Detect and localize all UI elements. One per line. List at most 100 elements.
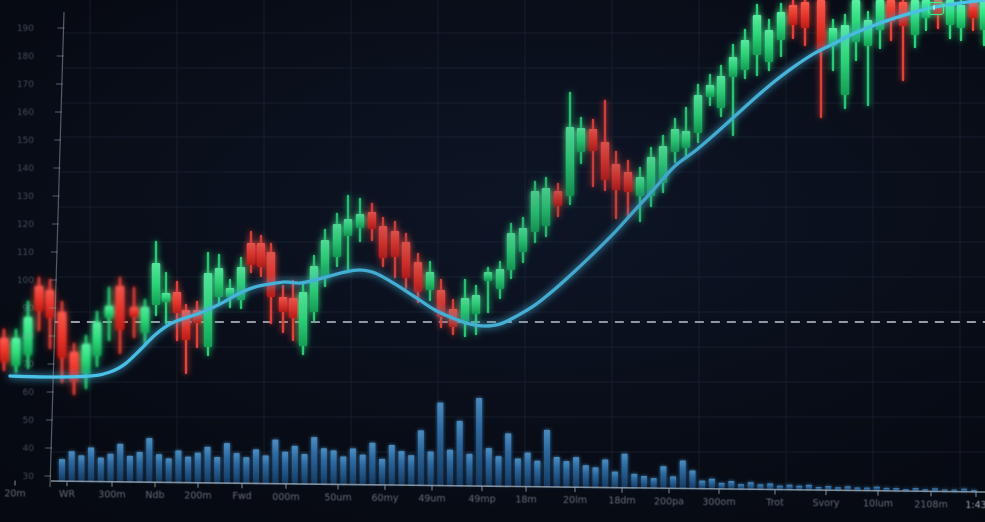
candle[interactable] [401,232,411,290]
candle[interactable] [764,18,774,72]
candle[interactable] [45,278,55,350]
candle[interactable] [588,118,598,188]
candle-body-down [401,242,411,278]
volume-bar [650,478,657,489]
candle[interactable] [115,276,125,355]
candle[interactable] [298,280,308,356]
volume-bar [330,450,337,485]
candle[interactable] [483,266,493,314]
candle-body-down [600,142,610,180]
candle-body-up [693,95,703,133]
candle[interactable] [214,253,224,307]
volume-bar [59,459,65,482]
candle[interactable] [693,83,703,144]
x-axis-label: 60my [372,493,399,504]
volume-bar [524,452,531,487]
candle[interactable] [151,240,161,317]
candle[interactable] [800,0,810,47]
candle[interactable] [309,254,319,322]
candle[interactable] [752,3,762,77]
y-axis-label: 190 [17,24,34,34]
candle[interactable] [979,0,985,47]
candle[interactable] [518,216,528,264]
candle[interactable] [288,279,298,342]
candle-body-down [413,262,423,292]
candle[interactable] [600,99,610,192]
candle-body-up [530,191,540,232]
x-axis-labels: 20m WR 300m Ndb 200m Fwd 000m 50um 60my 49um 49mp 1… [4,480,985,511]
x-axis-label: Ndb [145,490,164,501]
candle[interactable] [788,0,798,40]
volume-bar [447,449,453,486]
candle[interactable] [172,280,182,342]
candle-body-up [910,0,920,35]
candle[interactable] [34,276,44,332]
volume-bar [631,473,638,488]
volume-bars[interactable] [59,398,977,492]
candle[interactable] [23,300,33,370]
x-axis-label: 20m [4,489,25,500]
candle[interactable] [104,286,114,342]
candle[interactable] [530,180,540,244]
candle[interactable] [413,252,423,304]
candle[interactable] [716,64,726,118]
candle[interactable] [0,328,9,372]
candle[interactable] [956,0,966,42]
candle[interactable] [129,286,139,339]
candle[interactable] [541,176,551,238]
candle[interactable] [670,117,680,164]
candle[interactable] [57,300,67,384]
candle-body-down [0,338,9,362]
candle[interactable] [776,2,786,58]
y-axis-label: 80 [23,332,35,342]
candle-body-up [104,306,114,318]
candle[interactable] [378,216,388,268]
candle[interactable] [11,328,21,374]
candle[interactable] [92,310,102,368]
candle[interactable] [553,182,563,218]
volume-bar [825,486,832,491]
candle[interactable] [367,202,377,242]
candle[interactable] [705,73,715,107]
candle[interactable] [161,271,171,325]
candle[interactable] [576,116,586,165]
candle-body-up [752,15,762,55]
x-axis-label: Fwd [232,491,251,502]
candle[interactable] [355,197,365,243]
volume-bar [573,457,580,488]
candle[interactable] [740,28,750,80]
candle[interactable] [460,278,470,338]
candle[interactable] [611,150,621,220]
candle[interactable] [425,260,435,302]
candle-body-up [764,30,774,62]
volume-bar [767,483,774,490]
volume-bar [660,466,667,489]
candle-body-down [390,231,400,257]
candle[interactable] [390,220,400,279]
candle[interactable] [246,230,256,274]
candle[interactable] [332,212,342,268]
candle[interactable] [658,134,668,194]
candle[interactable] [565,91,575,206]
candle[interactable] [140,298,150,345]
candle[interactable] [81,334,91,390]
y-axis-line [49,11,65,488]
candle[interactable] [495,260,505,300]
candle[interactable] [225,278,235,309]
candle[interactable] [910,0,920,49]
candle[interactable] [623,159,633,219]
candle[interactable] [840,13,850,110]
candle-body-up [716,76,726,108]
candle[interactable] [256,234,266,278]
candles-left [0,276,150,396]
candle[interactable] [69,342,79,396]
candle[interactable] [681,106,691,160]
candle[interactable] [343,194,353,274]
candle[interactable] [278,284,288,334]
candle[interactable] [635,166,645,223]
candle[interactable] [646,146,656,208]
candle[interactable] [968,0,978,32]
candle[interactable] [506,222,516,280]
candle[interactable] [816,0,826,119]
